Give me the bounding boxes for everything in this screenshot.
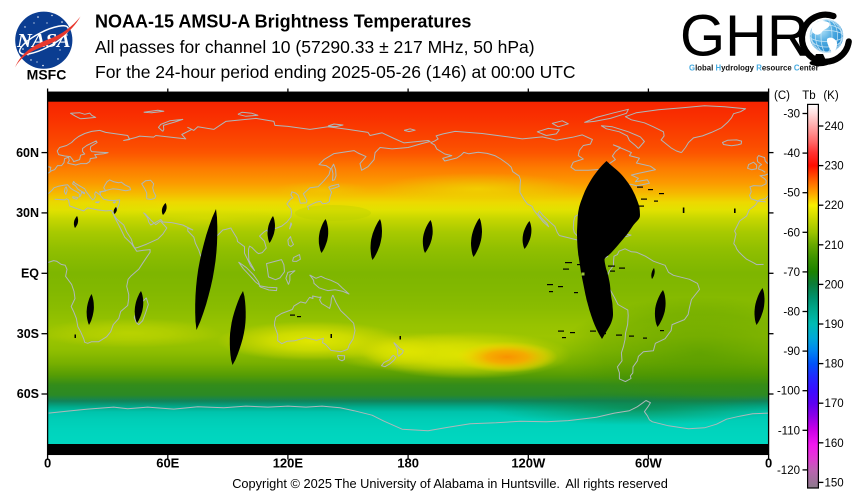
- svg-text:150: 150: [825, 477, 844, 489]
- svg-text:210: 210: [825, 240, 844, 252]
- svg-text:(K): (K): [823, 90, 839, 102]
- svg-text:-90: -90: [783, 346, 800, 358]
- svg-text:0: 0: [44, 456, 51, 471]
- svg-text:-110: -110: [778, 425, 800, 437]
- svg-text:-40: -40: [783, 148, 800, 160]
- svg-text:MSFC: MSFC: [27, 67, 67, 83]
- svg-text:190: 190: [825, 319, 844, 331]
- svg-text:30S: 30S: [17, 327, 39, 341]
- svg-text:-60: -60: [783, 227, 800, 239]
- svg-text:NOAA-15 AMSU-A Brightness Temp: NOAA-15 AMSU-A Brightness Temperatures: [95, 12, 471, 32]
- svg-text:30N: 30N: [16, 206, 39, 220]
- svg-text:0: 0: [765, 456, 772, 471]
- svg-text:180: 180: [825, 359, 844, 371]
- svg-text:220: 220: [825, 200, 844, 212]
- svg-text:For the 24-hour period ending: For the 24-hour period ending 2025-05-26…: [95, 62, 576, 82]
- svg-text:-70: -70: [783, 267, 800, 279]
- svg-text:NASA: NASA: [16, 30, 71, 52]
- svg-text:-50: -50: [783, 188, 800, 200]
- svg-text:-120: -120: [777, 465, 800, 477]
- svg-text:60N: 60N: [16, 146, 39, 160]
- svg-text:120W: 120W: [511, 456, 546, 471]
- svg-text:240: 240: [825, 121, 844, 133]
- svg-text:Copyright © 2025 The Universit: Copyright © 2025 The University of Alaba…: [232, 476, 668, 491]
- svg-text:200: 200: [825, 279, 844, 291]
- svg-text:-100: -100: [777, 386, 800, 398]
- svg-text:180: 180: [397, 456, 419, 471]
- svg-text:60W: 60W: [635, 456, 662, 471]
- svg-text:60E: 60E: [156, 456, 179, 471]
- svg-text:-30: -30: [783, 109, 800, 121]
- svg-text:230: 230: [825, 161, 844, 173]
- svg-text:Global Hydrology Resource Cent: Global Hydrology Resource Center: [689, 64, 819, 73]
- svg-text:EQ: EQ: [21, 267, 39, 281]
- svg-text:Tb: Tb: [802, 90, 815, 102]
- svg-text:120E: 120E: [273, 456, 304, 471]
- svg-text:GHR: GHR: [680, 4, 809, 69]
- svg-text:All passes for channel 10 (572: All passes for channel 10 (57290.33 ± 21…: [95, 37, 535, 57]
- svg-text:(C): (C): [774, 90, 790, 102]
- svg-text:-80: -80: [783, 307, 800, 319]
- svg-text:60S: 60S: [17, 387, 39, 401]
- svg-text:170: 170: [825, 398, 844, 410]
- svg-text:160: 160: [825, 438, 844, 450]
